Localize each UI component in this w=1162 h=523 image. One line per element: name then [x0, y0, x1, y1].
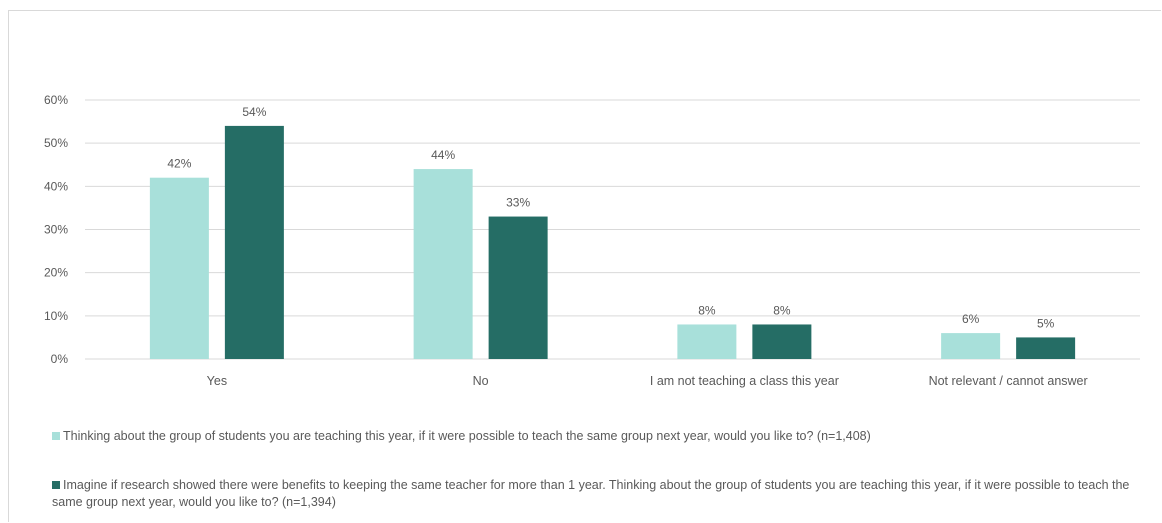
- y-tick-label: 60%: [44, 93, 68, 107]
- data-label: 8%: [773, 303, 791, 317]
- y-tick-label: 10%: [44, 309, 68, 323]
- data-label: 44%: [431, 148, 455, 162]
- y-tick-label: 40%: [44, 179, 68, 193]
- y-tick-label: 50%: [44, 136, 68, 150]
- y-tick-label: 0%: [51, 352, 69, 366]
- bar: [414, 169, 473, 359]
- bar-chart: 0% 10% 20% 30% 40% 50% 60% 42% 54% Yes 44% 33% No 8% 8…: [0, 0, 1162, 420]
- legend-entry-2: Imagine if research showed there were be…: [52, 477, 1152, 511]
- x-category-label: Yes: [207, 374, 227, 388]
- data-label: 42%: [167, 157, 191, 171]
- y-tick-label: 20%: [44, 266, 68, 280]
- data-label: 33%: [506, 196, 530, 210]
- legend-label-2: Imagine if research showed there were be…: [52, 478, 1129, 509]
- bar: [150, 178, 209, 359]
- data-label: 6%: [962, 312, 980, 326]
- bar: [941, 333, 1000, 359]
- y-tick-label: 30%: [44, 223, 68, 237]
- bar: [225, 126, 284, 359]
- legend-swatch-1: [52, 432, 60, 440]
- legend-entry-1: Thinking about the group of students you…: [52, 428, 1142, 445]
- bar: [752, 324, 811, 359]
- data-label: 5%: [1037, 316, 1055, 330]
- x-category-label: No: [473, 374, 489, 388]
- legend-swatch-2: [52, 481, 60, 489]
- bar: [489, 217, 548, 359]
- x-category-label: Not relevant / cannot answer: [929, 374, 1088, 388]
- bar: [677, 324, 736, 359]
- legend-label-1: Thinking about the group of students you…: [63, 429, 871, 443]
- data-label: 54%: [242, 105, 266, 119]
- bar: [1016, 337, 1075, 359]
- x-category-label: I am not teaching a class this year: [650, 374, 839, 388]
- data-label: 8%: [698, 303, 716, 317]
